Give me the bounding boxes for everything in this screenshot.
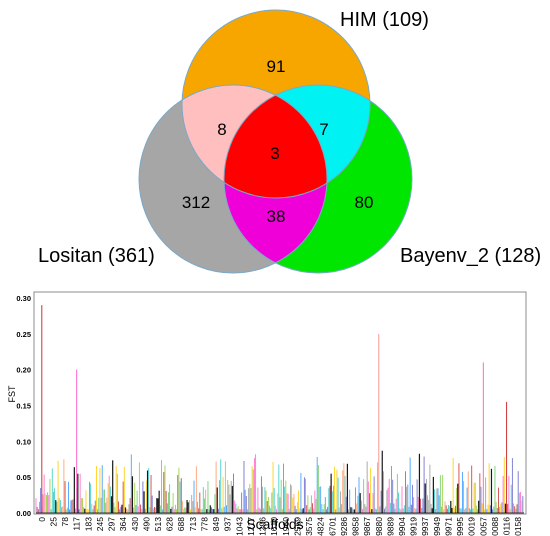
- x-tick-label: 713: [188, 517, 198, 531]
- venn-count-bayenv-only: 80: [355, 193, 374, 212]
- y-ticks: 0.00 0.05 0.10 0.15 0.20 0.25 0.30: [16, 294, 31, 518]
- venn-count-lositan-bayenv: 38: [267, 207, 286, 226]
- venn-diagram: 91 312 80 8 7 38 3 HIM (109) Lositan (36…: [38, 9, 541, 274]
- x-tick-label: 10116: [502, 517, 512, 536]
- x-tick-label: 9889: [385, 517, 395, 536]
- venn-count-him-lositan: 8: [217, 120, 226, 139]
- x-tick-label: 628: [165, 517, 175, 531]
- venn-count-all: 3: [270, 144, 279, 163]
- y-tick-label: 0.00: [16, 509, 31, 518]
- x-tick-label: 9971: [443, 517, 453, 536]
- venn-count-him-bayenv: 7: [319, 120, 328, 139]
- x-tick-label: 245: [95, 517, 105, 531]
- x-tick-label: 778: [199, 517, 209, 531]
- x-tick-label: 3575: [304, 517, 314, 536]
- x-tick-label: 10088: [490, 517, 500, 536]
- x-tick-label: 9937: [420, 517, 430, 536]
- x-tick-label: 4824: [316, 517, 326, 536]
- y-tick-label: 0.10: [16, 437, 31, 446]
- x-tick-label: 490: [141, 517, 151, 531]
- y-tick-label: 0.05: [16, 473, 31, 482]
- venn-label-bayenv: Bayenv_2 (128): [400, 245, 541, 267]
- x-tick-label: 430: [130, 517, 140, 531]
- x-tick-label: 10057: [478, 517, 488, 536]
- x-tick-label: 1043: [234, 517, 244, 536]
- venn-count-him-only: 91: [267, 57, 286, 76]
- venn-label-lositan: Lositan (361): [38, 245, 155, 267]
- y-axis-title: FST: [7, 385, 17, 403]
- x-tick-label: 1296: [258, 517, 268, 536]
- x-tick-label: 688: [176, 517, 186, 531]
- x-tick-label: 1610: [269, 517, 279, 536]
- x-tick-label: 297: [107, 517, 117, 531]
- x-tick-label: 9286: [339, 517, 349, 536]
- x-tick-label: 9880: [374, 517, 384, 536]
- x-tick-label: 9904: [397, 517, 407, 536]
- x-tick-label: 117: [72, 517, 82, 531]
- x-tick-label: 937: [223, 517, 233, 531]
- x-tick-label: 9858: [351, 517, 361, 536]
- y-tick-label: 0.20: [16, 366, 31, 375]
- x-tick-label: 10019: [467, 517, 477, 536]
- x-tick-label: 513: [153, 517, 163, 531]
- x-tick-label: 9867: [362, 517, 372, 536]
- y-tick-label: 0.30: [16, 294, 31, 303]
- venn-count-lositan-only: 312: [182, 193, 210, 212]
- x-tick-label: 2569: [292, 517, 302, 536]
- x-axis-title: Scaffolds: [246, 516, 303, 532]
- x-tick-label: 9949: [432, 517, 442, 536]
- venn-region-all: [224, 85, 327, 198]
- chart-frame: [33, 291, 527, 515]
- x-tick-label: 25: [48, 517, 58, 527]
- y-tick-label: 0.15: [16, 402, 31, 411]
- fst-chart: 0.00 0.05 0.10 0.15 0.20 0.25 0.30 0 25 78 117 183…: [7, 291, 527, 536]
- x-tick-label: 9919: [409, 517, 419, 536]
- x-tick-label: 1960: [281, 517, 291, 536]
- x-tick-label: 10158: [513, 517, 523, 536]
- fst-bars: [35, 305, 524, 514]
- x-tick-label: 183: [83, 517, 93, 531]
- x-tick-label: 6701: [327, 517, 337, 536]
- x-tick-label: 364: [118, 517, 128, 531]
- x-tick-label: 78: [60, 517, 70, 527]
- venn-label-him: HIM (109): [340, 9, 429, 31]
- y-tick-label: 0.25: [16, 330, 31, 339]
- x-tick-label: 1217: [246, 517, 256, 536]
- x-tick-label: 0: [37, 517, 47, 522]
- x-tick-label: 9995: [455, 517, 465, 536]
- x-tick-label: 849: [211, 517, 221, 531]
- x-ticks: 0 25 78 117 183 245 297 364 430 490 513 628 688 713 77…: [37, 517, 523, 536]
